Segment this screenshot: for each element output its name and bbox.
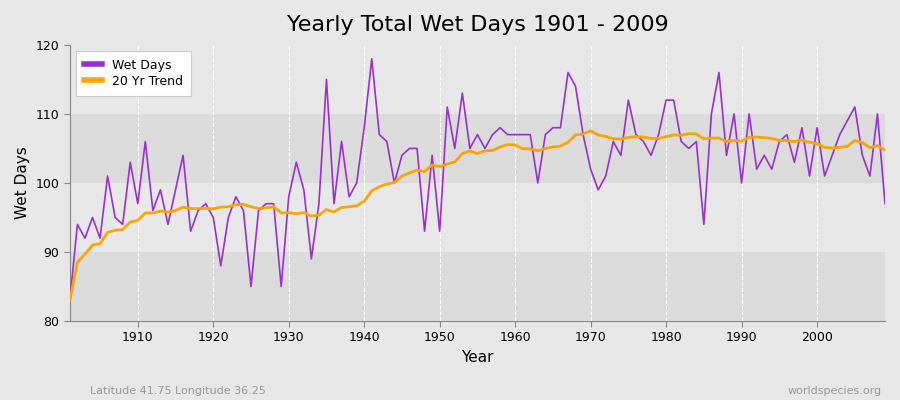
Wet Days <box>291 160 302 165</box>
20 Yr Trend <box>509 142 520 147</box>
Legend: Wet Days, 20 Yr Trend: Wet Days, 20 Yr Trend <box>76 51 191 96</box>
20 Yr Trend <box>337 205 347 210</box>
20 Yr Trend <box>65 298 76 303</box>
20 Yr Trend <box>585 128 596 133</box>
Bar <box>70 45 885 114</box>
Wet Days <box>337 139 347 144</box>
Wet Days <box>879 201 890 206</box>
X-axis label: Year: Year <box>461 350 494 365</box>
20 Yr Trend <box>879 148 890 152</box>
Wet Days <box>608 139 618 144</box>
Bar <box>70 183 885 252</box>
Bar <box>70 114 885 183</box>
20 Yr Trend <box>125 220 136 224</box>
Line: 20 Yr Trend: 20 Yr Trend <box>70 131 885 300</box>
Title: Yearly Total Wet Days 1901 - 2009: Yearly Total Wet Days 1901 - 2009 <box>286 15 669 35</box>
Bar <box>70 252 885 321</box>
Wet Days <box>65 298 76 303</box>
Text: Latitude 41.75 Longitude 36.25: Latitude 41.75 Longitude 36.25 <box>90 386 266 396</box>
Wet Days <box>125 160 136 165</box>
Wet Days <box>509 132 520 137</box>
Line: Wet Days: Wet Days <box>70 59 885 300</box>
20 Yr Trend <box>291 211 302 216</box>
Y-axis label: Wet Days: Wet Days <box>15 146 30 219</box>
Wet Days <box>518 132 528 137</box>
20 Yr Trend <box>502 142 513 147</box>
Wet Days <box>366 56 377 61</box>
Text: worldspecies.org: worldspecies.org <box>788 386 882 396</box>
20 Yr Trend <box>608 136 618 141</box>
